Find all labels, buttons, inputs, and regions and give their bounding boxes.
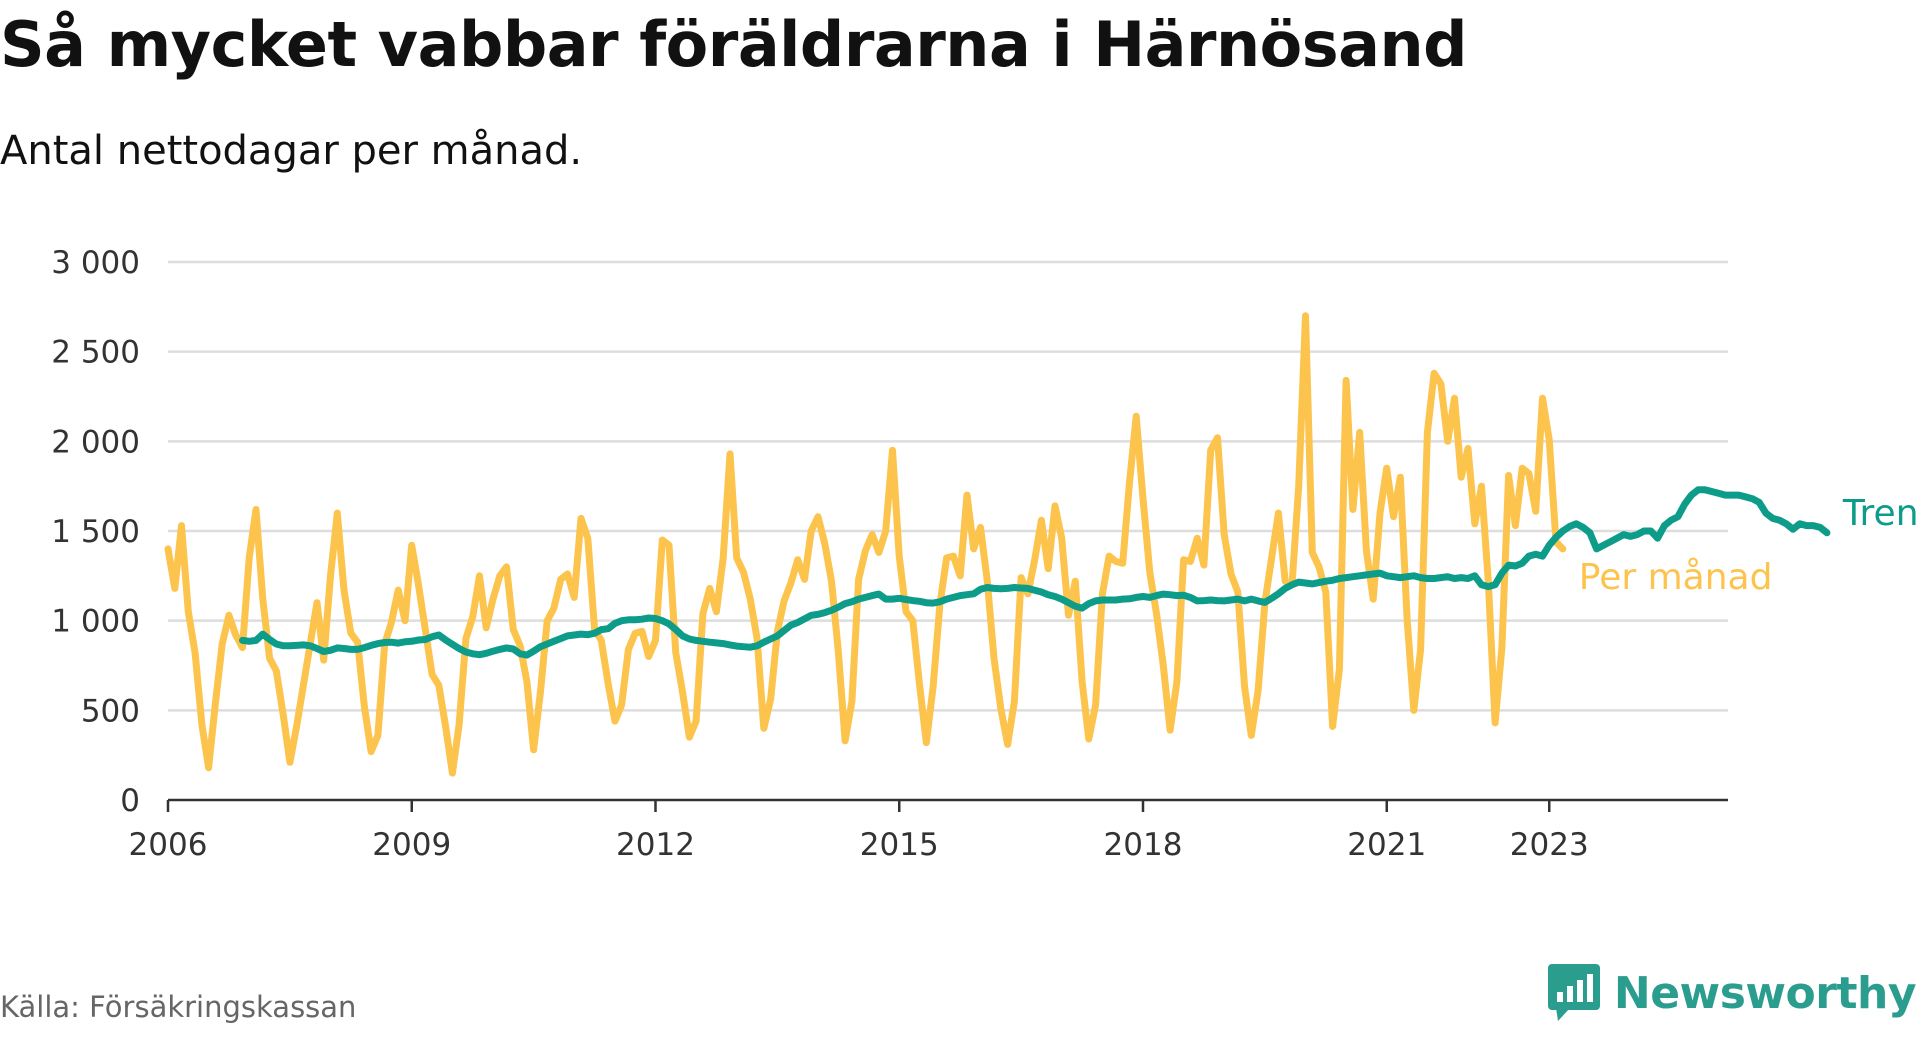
brand-logo[interactable]: Newsworthy bbox=[1547, 964, 1917, 1022]
x-tick-label: 2012 bbox=[616, 827, 695, 863]
series-lines bbox=[164, 312, 1831, 777]
x-tick-label: 2018 bbox=[1104, 827, 1183, 863]
y-tick-label: 0 bbox=[120, 783, 140, 819]
newsworthy-logo-icon bbox=[1547, 964, 1600, 1021]
y-tick-label: 2 500 bbox=[51, 335, 140, 371]
gridlines bbox=[168, 260, 1728, 712]
series-labels: Per månad Trend bbox=[1579, 493, 1920, 598]
x-tick-label: 2021 bbox=[1347, 827, 1426, 863]
x-tick-label: 2023 bbox=[1510, 827, 1589, 863]
y-axis-ticks: 0 500 1 000 1 500 2 000 2 500 3 000 bbox=[51, 245, 140, 819]
series-line-per-manad bbox=[164, 312, 1567, 777]
series-line-trend bbox=[239, 486, 1831, 659]
brand-name: Newsworthy bbox=[1613, 967, 1917, 1019]
source-note: Källa: Försäkringskassan bbox=[0, 990, 357, 1024]
x-axis: 2006 2009 2012 2015 2018 2021 2023 bbox=[129, 798, 1728, 863]
x-tick-label: 2015 bbox=[860, 827, 939, 863]
y-tick-label: 1 000 bbox=[51, 604, 140, 640]
chart-subtitle: Antal nettodagar per månad. bbox=[0, 128, 583, 174]
series-label-per-manad: Per månad bbox=[1579, 557, 1773, 598]
y-tick-label: 2 000 bbox=[51, 424, 140, 460]
x-tick-label: 2009 bbox=[372, 827, 451, 863]
x-tick-label: 2006 bbox=[129, 827, 208, 863]
y-tick-label: 1 500 bbox=[51, 514, 140, 550]
y-tick-label: 3 000 bbox=[51, 245, 140, 281]
series-label-trend: Trend bbox=[1842, 493, 1920, 534]
y-tick-label: 500 bbox=[81, 693, 140, 729]
chart-title: Så mycket vabbar föräldrarna i Härnösand bbox=[0, 8, 1468, 81]
